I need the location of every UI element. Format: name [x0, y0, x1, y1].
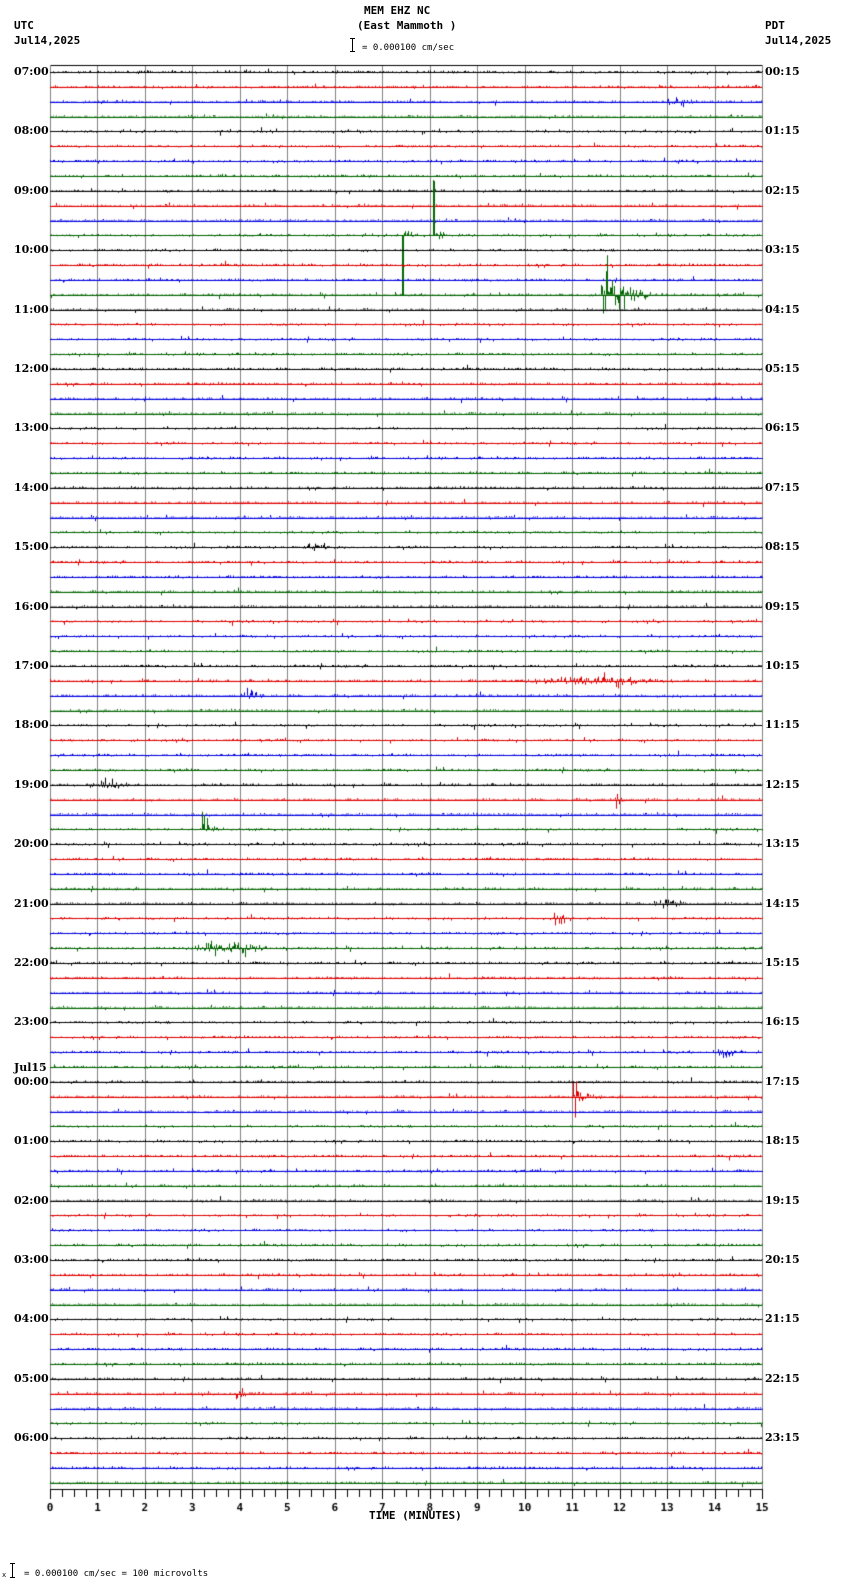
left-hour-label: 16:00 [14, 599, 49, 613]
left-hour-label: 17:00 [14, 659, 49, 672]
left-hour-label: 00:00 [14, 1074, 49, 1088]
left-hour-label: 19:00 [14, 777, 49, 791]
right-hour-label: 07:15 [765, 480, 800, 494]
scale-label: = 0.000100 cm/sec [362, 43, 455, 53]
footer-scale-prefix: x [2, 1571, 7, 1579]
right-hour-label: 17:15 [765, 1074, 800, 1088]
right-hour-label: 21:15 [765, 1312, 800, 1326]
left-hour-label: 23:00 [14, 1015, 49, 1029]
x-axis-label: TIME (MINUTES) [369, 1509, 462, 1522]
footer-scale-bar-icon [10, 1563, 18, 1578]
left-hour-label: 22:00 [14, 956, 49, 969]
right-hour-label: 18:15 [765, 1134, 800, 1148]
footer-scale-label: = 0.000100 cm/sec = 100 microvolts [24, 1569, 209, 1579]
right-hour-label: 16:15 [765, 1015, 800, 1029]
right-hour-label: 19:15 [765, 1193, 800, 1207]
left-date-label: Jul15 [14, 1060, 47, 1074]
left-hour-label: 10:00 [14, 243, 49, 257]
right-hour-label: 10:15 [765, 659, 800, 672]
left-hour-label: 02:00 [14, 1193, 49, 1207]
right-hour-label: 15:15 [765, 956, 800, 969]
left-hour-label: 20:00 [14, 837, 49, 851]
right-hour-label: 11:15 [765, 718, 800, 732]
right-hour-label: 05:15 [765, 362, 800, 375]
right-timezone: PDT [765, 19, 785, 32]
right-hour-label: 02:15 [765, 183, 800, 197]
left-hour-label: 13:00 [14, 421, 49, 435]
left-hour-label: 09:00 [14, 183, 49, 197]
right-hour-label: 08:15 [765, 540, 800, 554]
left-hour-label: 11:00 [14, 302, 49, 316]
left-hour-label: 06:00 [14, 1431, 49, 1445]
left-date: Jul14,2025 [14, 34, 81, 47]
left-hour-label: 21:00 [14, 896, 49, 910]
left-timezone: UTC [14, 19, 34, 32]
left-hour-label: 12:00 [14, 362, 49, 375]
left-hour-label: 01:00 [14, 1134, 49, 1148]
station-location: (East Mammoth ) [357, 19, 457, 32]
left-hour-label: 03:00 [14, 1253, 49, 1266]
right-hour-label: 01:15 [765, 124, 800, 138]
right-hour-label: 13:15 [765, 837, 800, 851]
scale-bar-icon [350, 38, 358, 52]
right-hour-label: 12:15 [765, 777, 800, 791]
left-hour-label: 14:00 [14, 480, 49, 494]
left-hour-label: 04:00 [14, 1312, 49, 1326]
right-date: Jul14,2025 [765, 34, 832, 47]
station-title: MEM EHZ NC [364, 4, 431, 17]
right-hour-label: 06:15 [765, 421, 800, 435]
right-hour-label: 00:15 [765, 65, 800, 78]
left-hour-label: 05:00 [14, 1371, 49, 1385]
right-hour-label: 23:15 [765, 1431, 800, 1445]
right-hour-label: 20:15 [765, 1253, 800, 1266]
left-hour-label: 07:00 [14, 65, 49, 78]
right-hour-label: 14:15 [765, 896, 800, 910]
right-hour-label: 04:15 [765, 302, 800, 316]
right-hour-label: 09:15 [765, 599, 800, 613]
left-hour-label: 18:00 [14, 718, 49, 732]
right-hour-label: 03:15 [765, 243, 800, 257]
left-hour-label: 08:00 [14, 124, 49, 138]
right-hour-label: 22:15 [765, 1371, 800, 1385]
left-hour-label: 15:00 [14, 540, 49, 554]
